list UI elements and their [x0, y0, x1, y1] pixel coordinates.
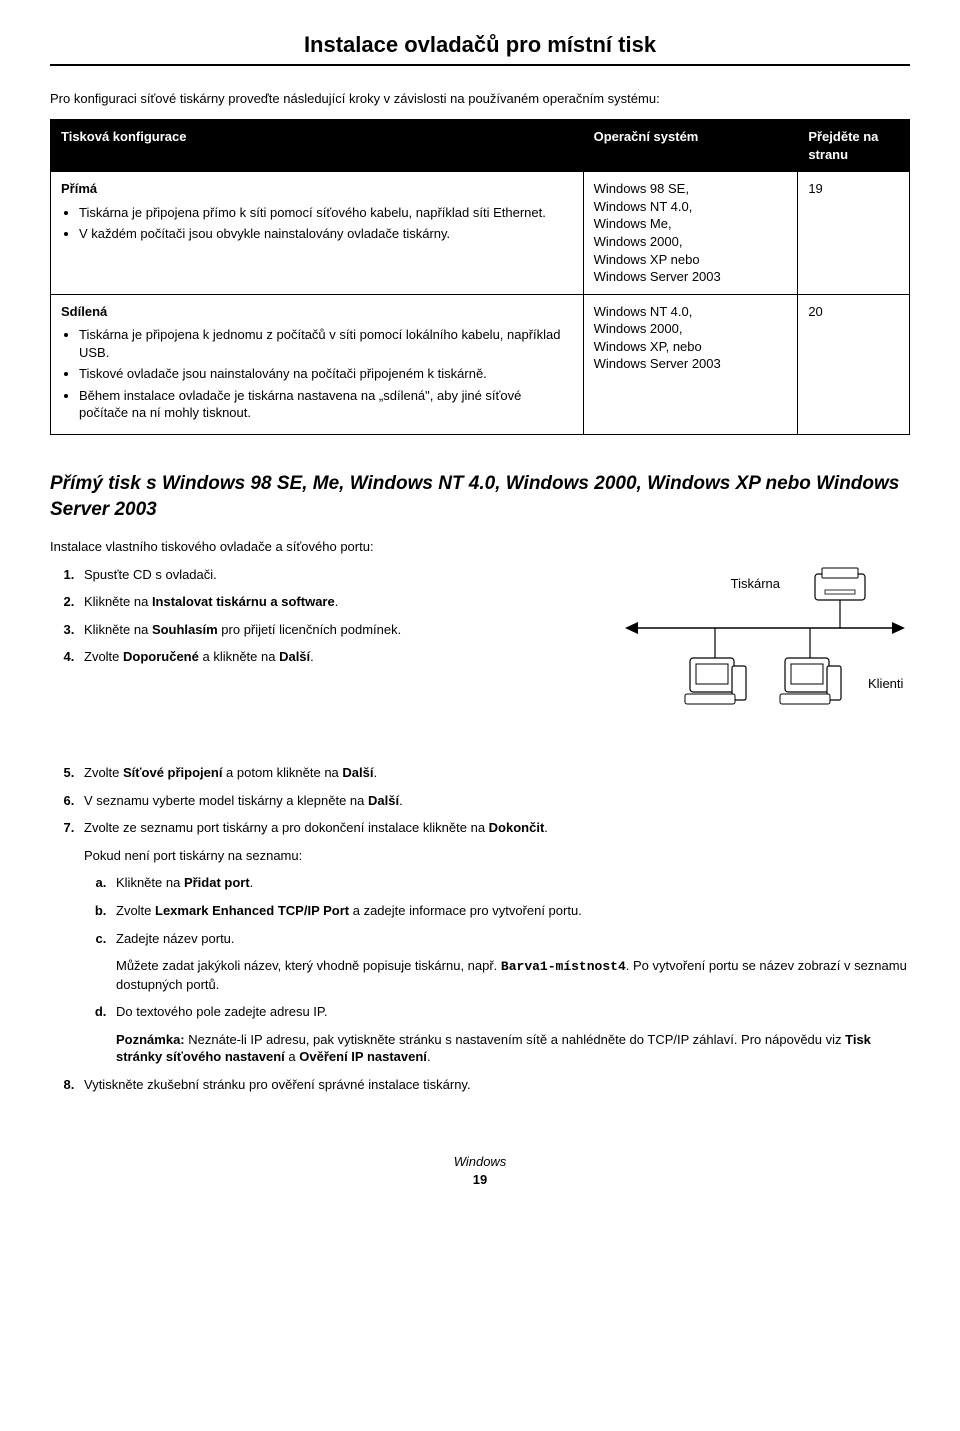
clients-label: Klienti — [868, 676, 904, 691]
row-title: Přímá — [61, 180, 573, 198]
network-diagram: Tiskárna Klienti — [620, 566, 910, 771]
col-page: Přejděte na stranu — [798, 120, 910, 172]
table-row: Sdílená Tiskárna je připojena k jednomu z… — [51, 294, 910, 434]
row-title: Sdílená — [61, 303, 573, 321]
step-after-text: Pokud není port tiskárny na seznamu: — [84, 847, 910, 865]
step-item: Klikněte na Souhlasím pro přijetí licenč… — [78, 621, 600, 639]
os-cell: Windows NT 4.0,Windows 2000,Windows XP, … — [583, 294, 798, 434]
list-item: Tiskárna je připojena přímo k síti pomoc… — [79, 204, 573, 222]
step-item: Spusťte CD s ovladači. — [78, 566, 600, 584]
subintro: Instalace vlastního tiskového ovladače a… — [50, 538, 910, 556]
printer-icon — [815, 568, 865, 628]
step-item: Klikněte na Instalovat tiskárnu a softwa… — [78, 593, 600, 611]
client-icon — [780, 658, 841, 704]
substep-after: Můžete zadat jakýkoli název, který vhodn… — [116, 957, 910, 993]
table-row: Přímá Tiskárna je připojena přímo k síti … — [51, 172, 910, 294]
step-item: Zvolte ze seznamu port tiskárny a pro do… — [78, 819, 910, 1065]
page-footer: Windows 19 — [50, 1153, 910, 1188]
footer-section: Windows — [50, 1153, 910, 1171]
config-table: Tisková konfigurace Operační systém Přej… — [50, 119, 910, 435]
section-heading: Přímý tisk s Windows 98 SE, Me, Windows … — [50, 471, 910, 522]
list-item: Tiskové ovladače jsou nainstalovány na p… — [79, 365, 573, 383]
page-cell: 19 — [798, 172, 910, 294]
step-item: Zvolte Doporučené a klikněte na Další. — [78, 648, 600, 666]
os-cell: Windows 98 SE,Windows NT 4.0,Windows Me,… — [583, 172, 798, 294]
step-item: V seznamu vyberte model tiskárny a klepn… — [78, 792, 910, 810]
substep-item: Zvolte Lexmark Enhanced TCP/IP Port a za… — [110, 902, 910, 920]
client-icon — [685, 658, 746, 704]
steps-list: Spusťte CD s ovladači. Klikněte na Instal… — [50, 566, 600, 676]
note: Poznámka: Neznáte-li IP adresu, pak vyti… — [116, 1031, 910, 1066]
col-os: Operační systém — [583, 120, 798, 172]
printer-label: Tiskárna — [731, 576, 781, 591]
intro-text: Pro konfiguraci síťové tiskárny proveďte… — [50, 90, 910, 108]
col-config: Tisková konfigurace — [51, 120, 584, 172]
substep-item: Klikněte na Přidat port. — [110, 874, 910, 892]
steps-list-rest: Zvolte Síťové připojení a potom klikněte… — [50, 764, 910, 1093]
page-title: Instalace ovladačů pro místní tisk — [50, 30, 910, 66]
list-item: V každém počítači jsou obvykle nainstalo… — [79, 225, 573, 243]
footer-page-number: 19 — [50, 1171, 910, 1189]
page-cell: 20 — [798, 294, 910, 434]
substep-item: Do textového pole zadejte adresu IP.Pozn… — [110, 1003, 910, 1066]
list-item: Během instalace ovladače je tiskárna nas… — [79, 387, 573, 422]
step-item: Vytiskněte zkušební stránku pro ověření … — [78, 1076, 910, 1094]
substep-item: Zadejte název portu.Můžete zadat jakýkol… — [110, 930, 910, 994]
list-item: Tiskárna je připojena k jednomu z počíta… — [79, 326, 573, 361]
